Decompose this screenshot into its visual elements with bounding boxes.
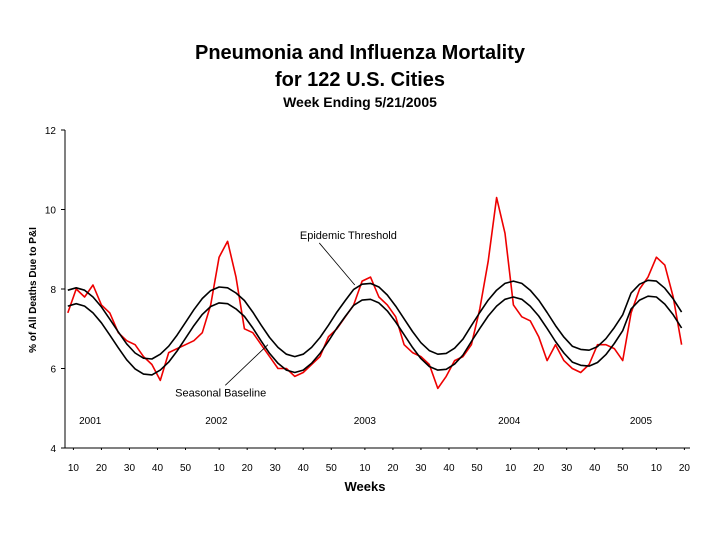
x-tick-label: 30 bbox=[561, 463, 573, 474]
year-label: 2002 bbox=[205, 416, 228, 427]
series-line bbox=[67, 196, 683, 390]
x-tick-label: 40 bbox=[152, 463, 164, 474]
x-tick-label: 10 bbox=[651, 463, 663, 474]
x-tick-label: 10 bbox=[68, 463, 80, 474]
x-tick-label: 50 bbox=[326, 463, 338, 474]
y-tick-label: 12 bbox=[45, 126, 57, 137]
x-axis-title: Weeks bbox=[345, 479, 386, 494]
x-tick-label: 30 bbox=[270, 463, 282, 474]
annotation-label: Epidemic Threshold bbox=[300, 230, 397, 242]
chart-subtitle: Week Ending 5/21/2005 bbox=[283, 94, 437, 110]
y-tick-label: 6 bbox=[50, 365, 56, 376]
x-tick-label: 20 bbox=[242, 463, 254, 474]
x-tick-label: 40 bbox=[443, 463, 455, 474]
y-tick-label: 4 bbox=[50, 444, 56, 455]
year-label: 2005 bbox=[630, 416, 653, 427]
series-line bbox=[67, 279, 683, 360]
y-axis-title: % of All Deaths Due to P&I bbox=[28, 227, 39, 353]
x-tick-label: 30 bbox=[124, 463, 136, 474]
year-label: 2003 bbox=[354, 416, 377, 427]
chart-title: for 122 U.S. Cities bbox=[275, 69, 445, 91]
series-line bbox=[67, 295, 683, 376]
x-tick-label: 20 bbox=[679, 463, 691, 474]
year-label: 2001 bbox=[79, 416, 102, 427]
x-tick-label: 10 bbox=[214, 463, 226, 474]
chart-title: Pneumonia and Influenza Mortality bbox=[195, 42, 526, 64]
x-tick-label: 30 bbox=[415, 463, 427, 474]
x-tick-label: 20 bbox=[533, 463, 545, 474]
y-tick-label: 10 bbox=[45, 206, 57, 217]
annotation-leader bbox=[224, 344, 269, 386]
x-tick-label: 10 bbox=[505, 463, 517, 474]
annotation-leader bbox=[318, 242, 356, 286]
x-tick-label: 50 bbox=[471, 463, 483, 474]
annotation-label: Seasonal Baseline bbox=[175, 387, 266, 399]
y-tick-label: 8 bbox=[50, 285, 56, 296]
year-label: 2004 bbox=[498, 416, 521, 427]
x-tick-label: 10 bbox=[359, 463, 371, 474]
x-tick-label: 20 bbox=[387, 463, 399, 474]
x-tick-label: 40 bbox=[589, 463, 601, 474]
x-tick-label: 20 bbox=[96, 463, 108, 474]
x-tick-label: 50 bbox=[617, 463, 629, 474]
x-tick-label: 50 bbox=[180, 463, 192, 474]
x-tick-label: 40 bbox=[298, 463, 310, 474]
